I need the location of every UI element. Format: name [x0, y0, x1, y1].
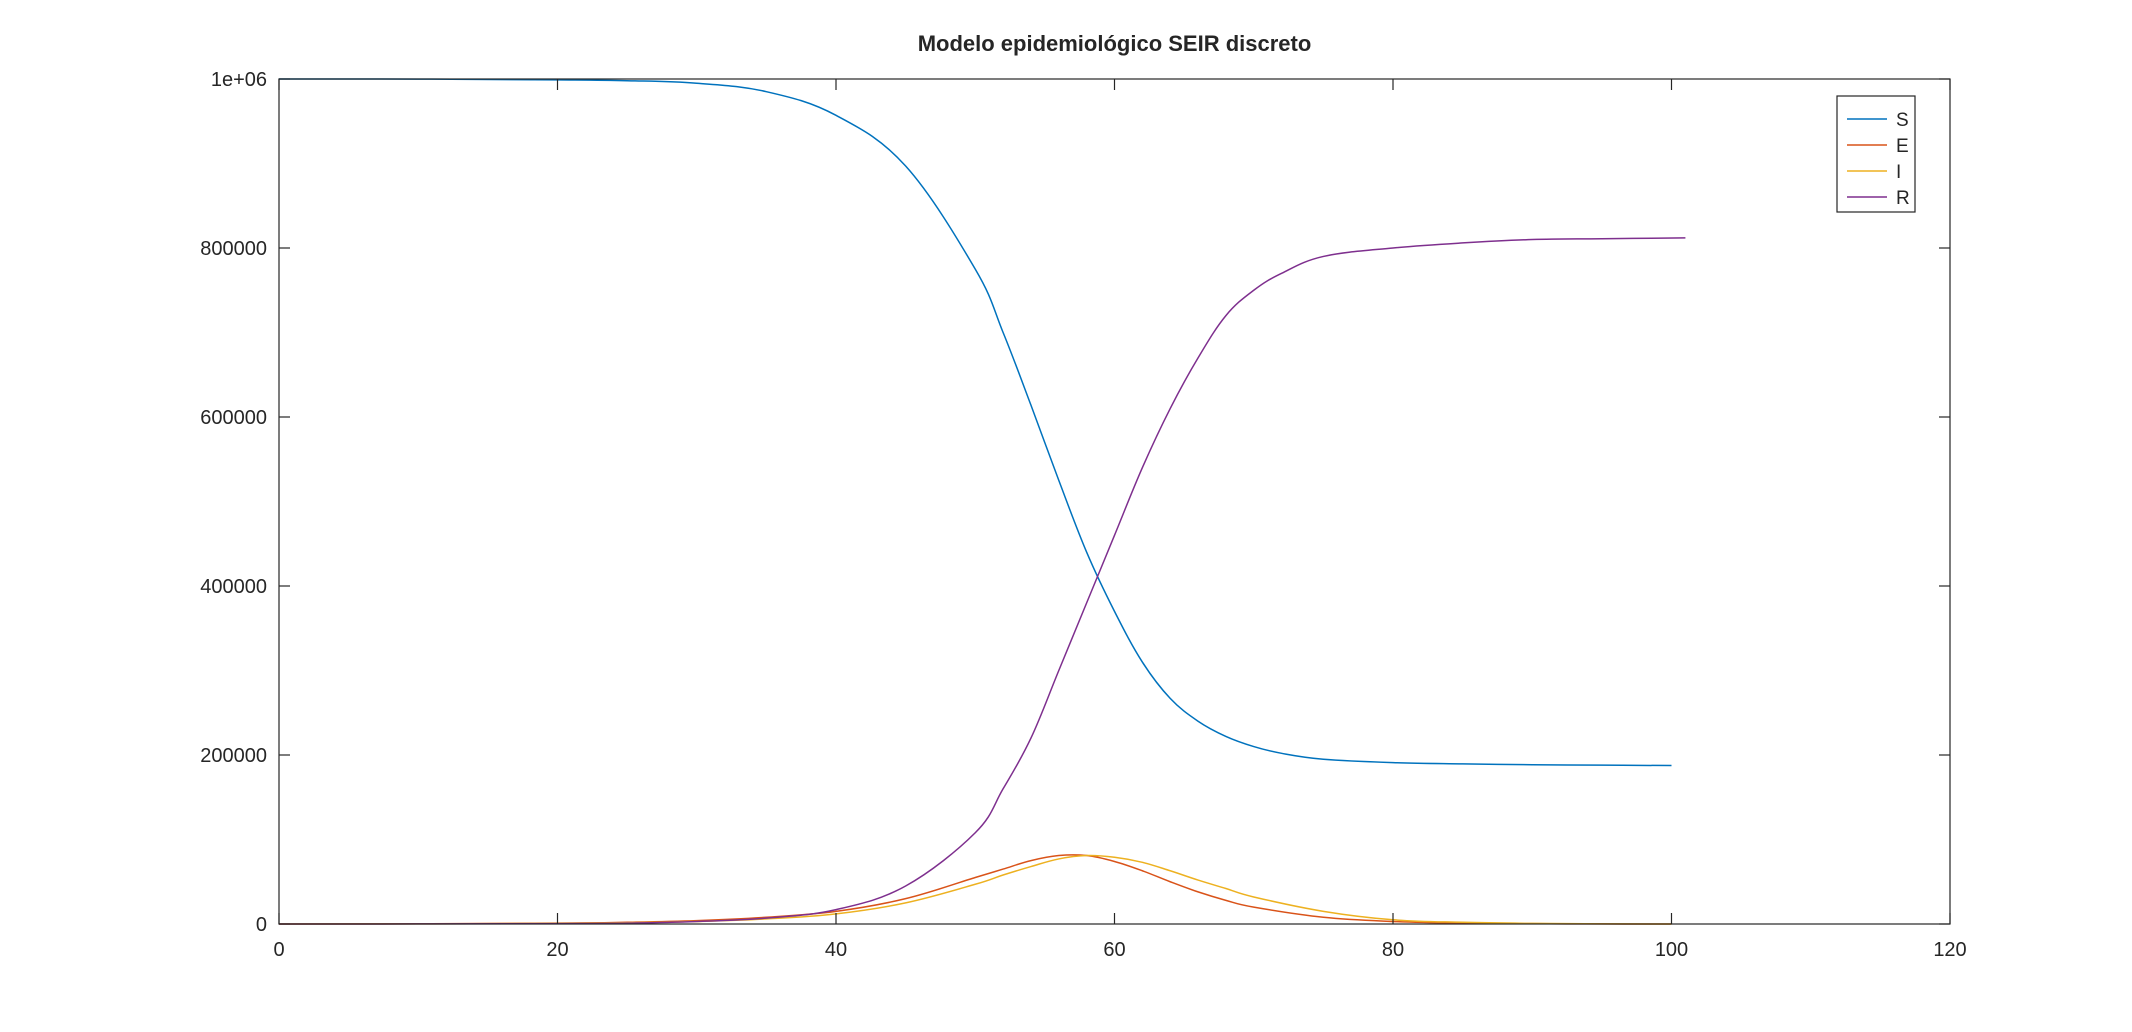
series-line-r	[278, 237, 1686, 925]
legend-label-i: I	[1896, 162, 1901, 183]
x-tick-label: 60	[1103, 939, 1125, 961]
legend-label-s: S	[1896, 110, 1909, 131]
legend-box	[1836, 95, 1916, 213]
y-tick-label: 800000	[200, 238, 267, 260]
y-tick-label: 1e+06	[211, 69, 267, 91]
chart-title: Modelo epidemiológico SEIR discreto	[918, 31, 1312, 56]
x-tick-label: 0	[273, 939, 284, 961]
y-tick-label: 200000	[200, 745, 267, 767]
legend: SEIR	[1836, 95, 1916, 213]
y-tick-label: 0	[256, 914, 267, 936]
plot-area	[279, 79, 1950, 924]
y-tick-label: 600000	[200, 407, 267, 429]
legend-label-e: E	[1896, 136, 1909, 157]
ticks-layer: 0 20 40 60 80 100 120 0 200000 400000 600000 800000…	[200, 69, 1966, 961]
series-layer	[278, 78, 1686, 925]
series-line-s	[278, 78, 1672, 767]
x-tick-label: 80	[1382, 939, 1404, 961]
y-tick-label: 400000	[200, 576, 267, 598]
x-tick-label: 40	[825, 939, 847, 961]
x-tick-label: 120	[1933, 939, 1966, 961]
x-tick-label: 20	[546, 939, 568, 961]
legend-label-r: R	[1896, 188, 1910, 209]
x-tick-label: 100	[1655, 939, 1688, 961]
